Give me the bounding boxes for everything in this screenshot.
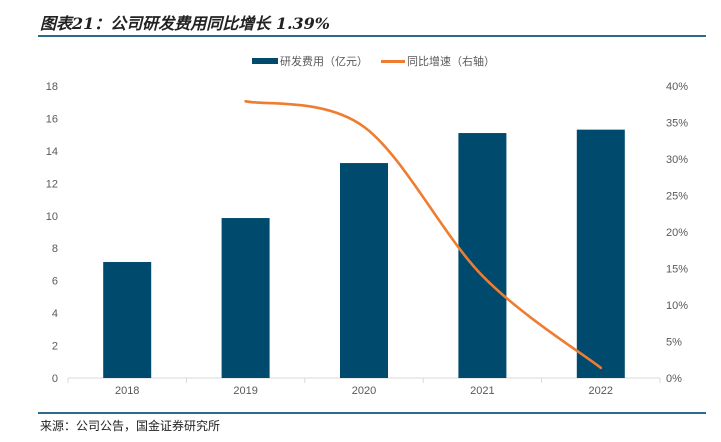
x-tick-label: 2021 xyxy=(470,385,494,397)
y-left-tick-label: 18 xyxy=(46,81,58,93)
y-right-tick-label: 25% xyxy=(666,191,688,203)
y-right-tick-label: 10% xyxy=(666,300,688,312)
chart: 研发费用（亿元） 同比增速（右轴） 2018 2019 2020 2021 2022 0 2… xyxy=(46,54,688,397)
y-right-tick-label: 0% xyxy=(666,373,682,385)
y-right-tick-label: 5% xyxy=(666,337,682,349)
bar-2018 xyxy=(103,262,152,378)
source-note: 来源：公司公告，国金证券研究所 xyxy=(40,419,221,433)
y-right-tick-label: 15% xyxy=(666,264,688,276)
y-left-tick-label: 16 xyxy=(46,113,58,125)
x-tick-label: 2022 xyxy=(589,385,613,397)
bar-2019 xyxy=(221,218,270,378)
x-tick-label: 2018 xyxy=(115,385,139,397)
legend: 研发费用（亿元） 同比增速（右轴） xyxy=(252,54,495,68)
y-left-tick-label: 6 xyxy=(52,276,58,288)
y-left-tick-label: 14 xyxy=(46,146,58,158)
y-right-tick-label: 35% xyxy=(666,118,688,130)
y-right-tick-label: 30% xyxy=(666,154,688,166)
y-left-tick-label: 8 xyxy=(52,243,58,255)
x-tick-label: 2019 xyxy=(233,385,257,397)
legend-swatch-bar xyxy=(252,58,278,64)
y-left-tick-label: 10 xyxy=(46,211,58,223)
legend-swatch-line xyxy=(381,60,405,63)
bar-2020 xyxy=(340,163,388,378)
bar-2022 xyxy=(576,129,625,378)
y-left-tick-label: 0 xyxy=(52,373,58,385)
title-divider xyxy=(38,35,706,37)
x-tick-label: 2020 xyxy=(352,385,376,397)
y-right-tick-label: 20% xyxy=(666,227,688,239)
chart-title: 图表21：公司研发费用同比增长 1.39% xyxy=(40,14,331,33)
legend-label-bar: 研发费用（亿元） xyxy=(280,54,368,68)
y-left-tick-label: 4 xyxy=(52,308,58,320)
source-divider xyxy=(38,412,706,414)
growth-line xyxy=(244,100,603,370)
y-right-tick-label: 40% xyxy=(666,81,688,93)
y-left-tick-label: 12 xyxy=(46,178,58,190)
legend-label-line: 同比增速（右轴） xyxy=(407,54,495,68)
y-left-tick-label: 2 xyxy=(52,341,58,353)
